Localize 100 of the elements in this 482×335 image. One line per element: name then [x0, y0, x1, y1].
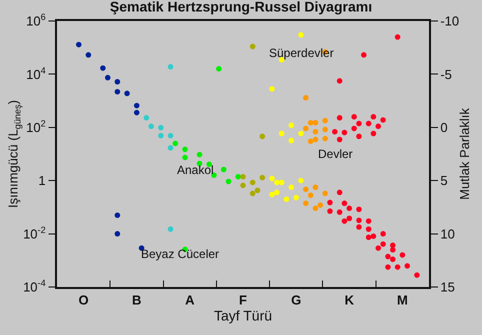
point: [312, 184, 318, 190]
point: [312, 136, 318, 142]
point: [356, 224, 362, 230]
annotation: Beyaz Cüceler: [141, 247, 220, 261]
point: [288, 138, 294, 144]
point: [260, 134, 266, 140]
point: [182, 154, 188, 160]
point: [226, 178, 232, 184]
point: [322, 136, 328, 142]
point: [370, 130, 376, 136]
point: [100, 65, 106, 71]
point: [380, 231, 386, 237]
point: [274, 190, 280, 196]
point: [168, 132, 174, 138]
point: [394, 264, 400, 270]
x-tick-label: F: [239, 292, 248, 308]
point: [308, 138, 314, 144]
point: [327, 200, 333, 206]
point: [346, 206, 352, 212]
x-tick-label: B: [132, 292, 142, 308]
point: [158, 132, 164, 138]
point: [114, 79, 120, 84]
point: [134, 102, 140, 108]
point: [250, 190, 256, 196]
point: [394, 34, 400, 40]
point: [269, 86, 275, 92]
point: [104, 74, 110, 80]
point: [312, 120, 318, 126]
chart-title: Şematik Hertzsprung-Russel Diyagramı: [110, 0, 372, 14]
point: [254, 188, 260, 194]
point: [414, 272, 420, 278]
point: [390, 256, 396, 262]
point: [86, 52, 92, 58]
point: [114, 88, 120, 94]
point: [168, 64, 174, 70]
y-tick-label: 10$^{2}$: [26, 118, 46, 135]
point: [278, 130, 284, 136]
point: [303, 126, 309, 132]
point: [308, 192, 314, 198]
point: [346, 216, 352, 222]
y2-tick-label: 15: [440, 280, 455, 295]
point: [366, 226, 372, 232]
point: [293, 194, 299, 200]
y2-tick-label: 0: [440, 120, 448, 135]
point: [376, 245, 382, 251]
y-tick-label: 10$^{6}$: [26, 12, 46, 29]
point: [303, 186, 309, 192]
point: [336, 115, 342, 121]
point: [342, 200, 348, 206]
y-tick-label: 10$^{-4}$: [23, 278, 46, 295]
x-axis-title: Tayf Türü: [214, 307, 272, 324]
point: [168, 145, 174, 151]
point: [404, 263, 410, 269]
point: [370, 114, 376, 120]
point: [303, 200, 309, 206]
point: [134, 110, 140, 116]
point: [366, 218, 372, 224]
point: [376, 124, 382, 130]
point: [336, 209, 342, 215]
point: [220, 166, 226, 172]
point: [366, 120, 372, 126]
annotation: Anakol: [177, 163, 214, 177]
point: [370, 233, 376, 239]
point: [390, 247, 396, 253]
y2-tick-label: 10: [440, 226, 455, 242]
point: [322, 126, 328, 132]
point: [148, 124, 154, 130]
point: [342, 218, 348, 224]
x-tick-label: O: [78, 292, 89, 308]
point: [342, 130, 348, 136]
point: [269, 192, 275, 198]
point: [356, 120, 362, 126]
x-tick-label: A: [185, 292, 196, 308]
point: [240, 182, 246, 188]
point: [260, 174, 266, 180]
point: [124, 90, 130, 96]
point: [114, 231, 120, 237]
point: [356, 206, 362, 212]
x-tick-label: G: [291, 292, 302, 308]
point: [322, 190, 328, 196]
point: [336, 136, 342, 142]
point: [269, 176, 275, 182]
point: [312, 206, 318, 212]
point: [196, 152, 202, 158]
point: [288, 184, 294, 190]
point: [216, 66, 222, 72]
y-tick-label: 1: [38, 173, 46, 188]
point: [385, 264, 391, 270]
point: [298, 32, 304, 38]
point: [235, 174, 241, 180]
point: [278, 180, 284, 186]
point: [250, 180, 256, 186]
annotation: Süperdevler: [269, 46, 334, 60]
point: [158, 124, 164, 130]
point: [400, 252, 406, 258]
point: [351, 126, 357, 132]
point: [318, 202, 324, 208]
point: [284, 196, 290, 202]
point: [298, 178, 304, 184]
point: [361, 52, 367, 58]
